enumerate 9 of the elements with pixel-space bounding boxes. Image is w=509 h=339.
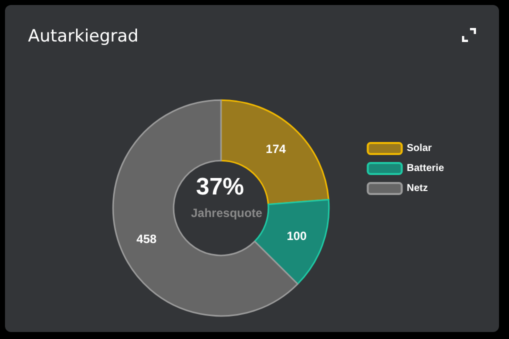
text: 37%: [196, 174, 244, 200]
text: Jahresquote: [191, 206, 263, 220]
legend-label: Solar: [406, 143, 432, 154]
legend-label: Batterie: [406, 163, 444, 174]
data-label: 174: [266, 142, 286, 156]
chart-title: Autarkiegrad: [28, 26, 138, 46]
legend-label: Netz: [406, 183, 428, 194]
data-label: 100: [286, 228, 308, 243]
data-label: 458: [136, 232, 157, 246]
